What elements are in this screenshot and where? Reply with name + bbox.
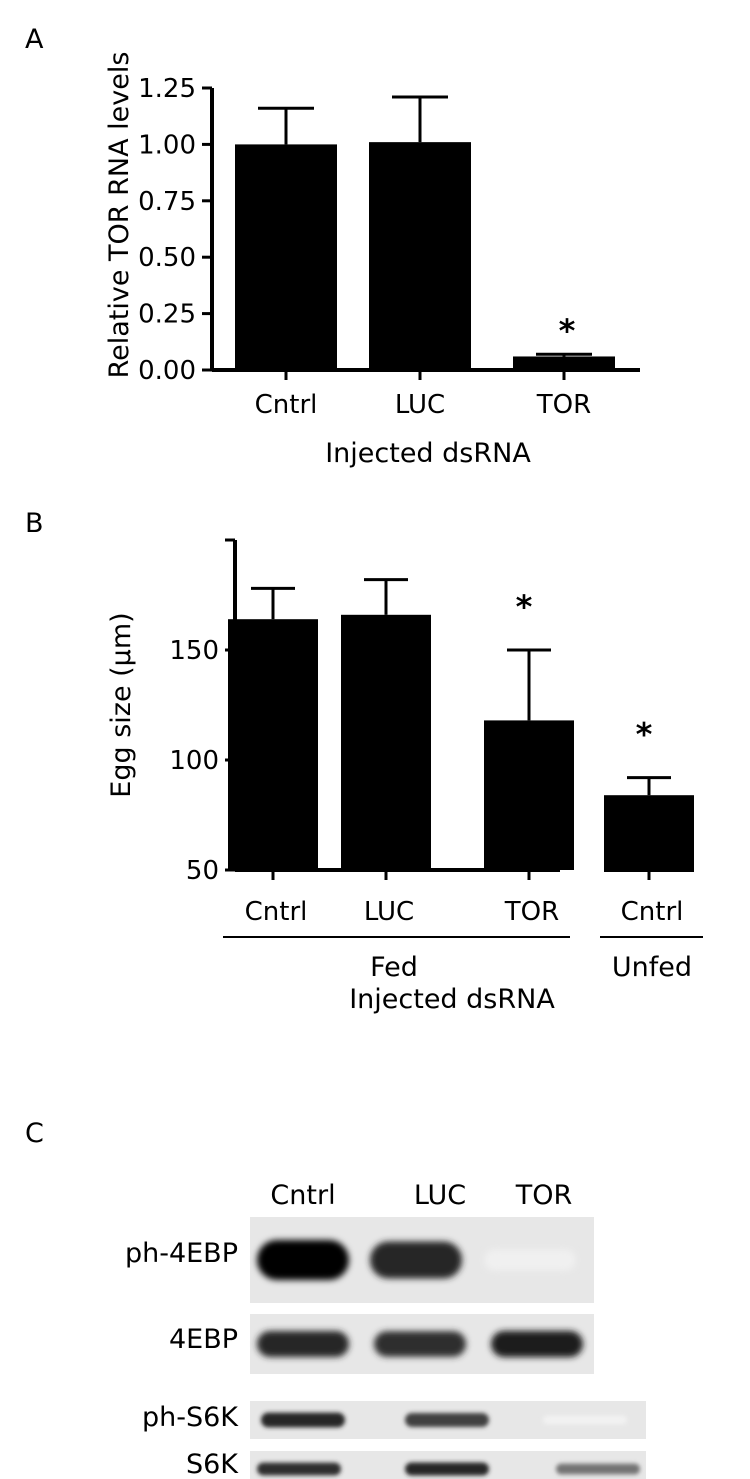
y-tick-label: 0.00 xyxy=(138,356,196,386)
blot-row-label: ph-S6K xyxy=(142,1402,239,1433)
panel-a-ylabel: Relative TOR RNA levels xyxy=(104,52,135,379)
blot-band xyxy=(257,1462,341,1476)
panel-c: C Cntrl LUC TOR ph-4EBP 4EBP ph-S6K S6K xyxy=(25,1118,646,1479)
x-tick-label: LUC xyxy=(395,390,445,420)
blot-band xyxy=(491,1330,583,1358)
panel-a-y-axis: 0.00 0.25 0.50 0.75 1.00 1.25 xyxy=(138,74,214,386)
y-tick-label: 1.25 xyxy=(138,74,196,104)
y-tick-label: 1.00 xyxy=(138,130,196,160)
blot-band xyxy=(374,1331,466,1357)
panel-b-ylabel: Egg size (µm) xyxy=(106,612,137,797)
bar xyxy=(235,144,337,370)
panel-c-letter: C xyxy=(25,1118,44,1149)
x-tick-label: Cntrl xyxy=(245,897,308,927)
blot-strip xyxy=(250,1217,594,1303)
panel-a-letter: A xyxy=(25,24,44,55)
group-label: Unfed xyxy=(612,952,692,983)
blot-band xyxy=(405,1413,489,1427)
western-blots xyxy=(250,1217,646,1479)
panel-b-x-axis: Cntrl LUC TOR Cntrl Fed Unfed xyxy=(223,868,703,983)
blot-band xyxy=(484,1249,576,1271)
panel-b-letter: B xyxy=(25,508,44,539)
x-tick-label: Cntrl xyxy=(621,897,684,927)
significance-marker: * xyxy=(559,312,576,350)
blot-band xyxy=(261,1412,345,1428)
blot-row-label: 4EBP xyxy=(169,1324,238,1355)
significance-marker: * xyxy=(516,588,533,626)
bar xyxy=(341,614,431,870)
bar xyxy=(484,720,574,870)
panel-a: A Relative TOR RNA levels 0.000.250.500.… xyxy=(25,24,640,469)
blot-row-label: ph-4EBP xyxy=(125,1238,238,1269)
blot-row-label: S6K xyxy=(186,1449,239,1479)
blot-band xyxy=(405,1462,489,1476)
blot-column-label: TOR xyxy=(515,1180,573,1211)
panel-b-bars: ** xyxy=(228,578,694,870)
group-label: Fed xyxy=(370,952,418,983)
blot-strip xyxy=(250,1401,646,1439)
bar xyxy=(228,619,318,870)
x-tick-label: TOR xyxy=(536,390,591,420)
y-tick-label: 0.75 xyxy=(138,187,196,217)
blot-band xyxy=(543,1415,627,1425)
bar xyxy=(604,795,694,870)
y-tick-label: 50 xyxy=(186,856,219,886)
x-tick-label: LUC xyxy=(364,897,414,927)
panel-b-xlabel: Injected dsRNA xyxy=(349,984,555,1015)
blot-band xyxy=(370,1241,462,1279)
blot-column-label: LUC xyxy=(414,1180,466,1211)
y-tick-label: 150 xyxy=(169,636,219,666)
significance-marker: * xyxy=(636,716,653,754)
bar xyxy=(369,142,471,370)
blot-strip xyxy=(250,1314,594,1374)
x-tick-label: TOR xyxy=(504,897,559,927)
blot-band xyxy=(257,1240,349,1280)
x-tick-label: Cntrl xyxy=(255,390,318,420)
panel-b-y-axis: 50 100 150 xyxy=(169,538,237,886)
y-tick-label: 0.25 xyxy=(138,300,196,330)
panel-a-xlabel: Injected dsRNA xyxy=(325,438,531,469)
blot-column-label: Cntrl xyxy=(270,1180,335,1211)
y-tick-label: 0.50 xyxy=(138,243,196,273)
panel-a-bars: * xyxy=(235,95,615,370)
blot-band xyxy=(556,1463,640,1475)
y-tick-label: 100 xyxy=(169,746,219,776)
blot-strip xyxy=(250,1451,646,1479)
blot-band xyxy=(257,1331,349,1357)
panel-a-x-axis: Cntrl LUC TOR xyxy=(212,368,640,420)
bar xyxy=(513,356,615,370)
